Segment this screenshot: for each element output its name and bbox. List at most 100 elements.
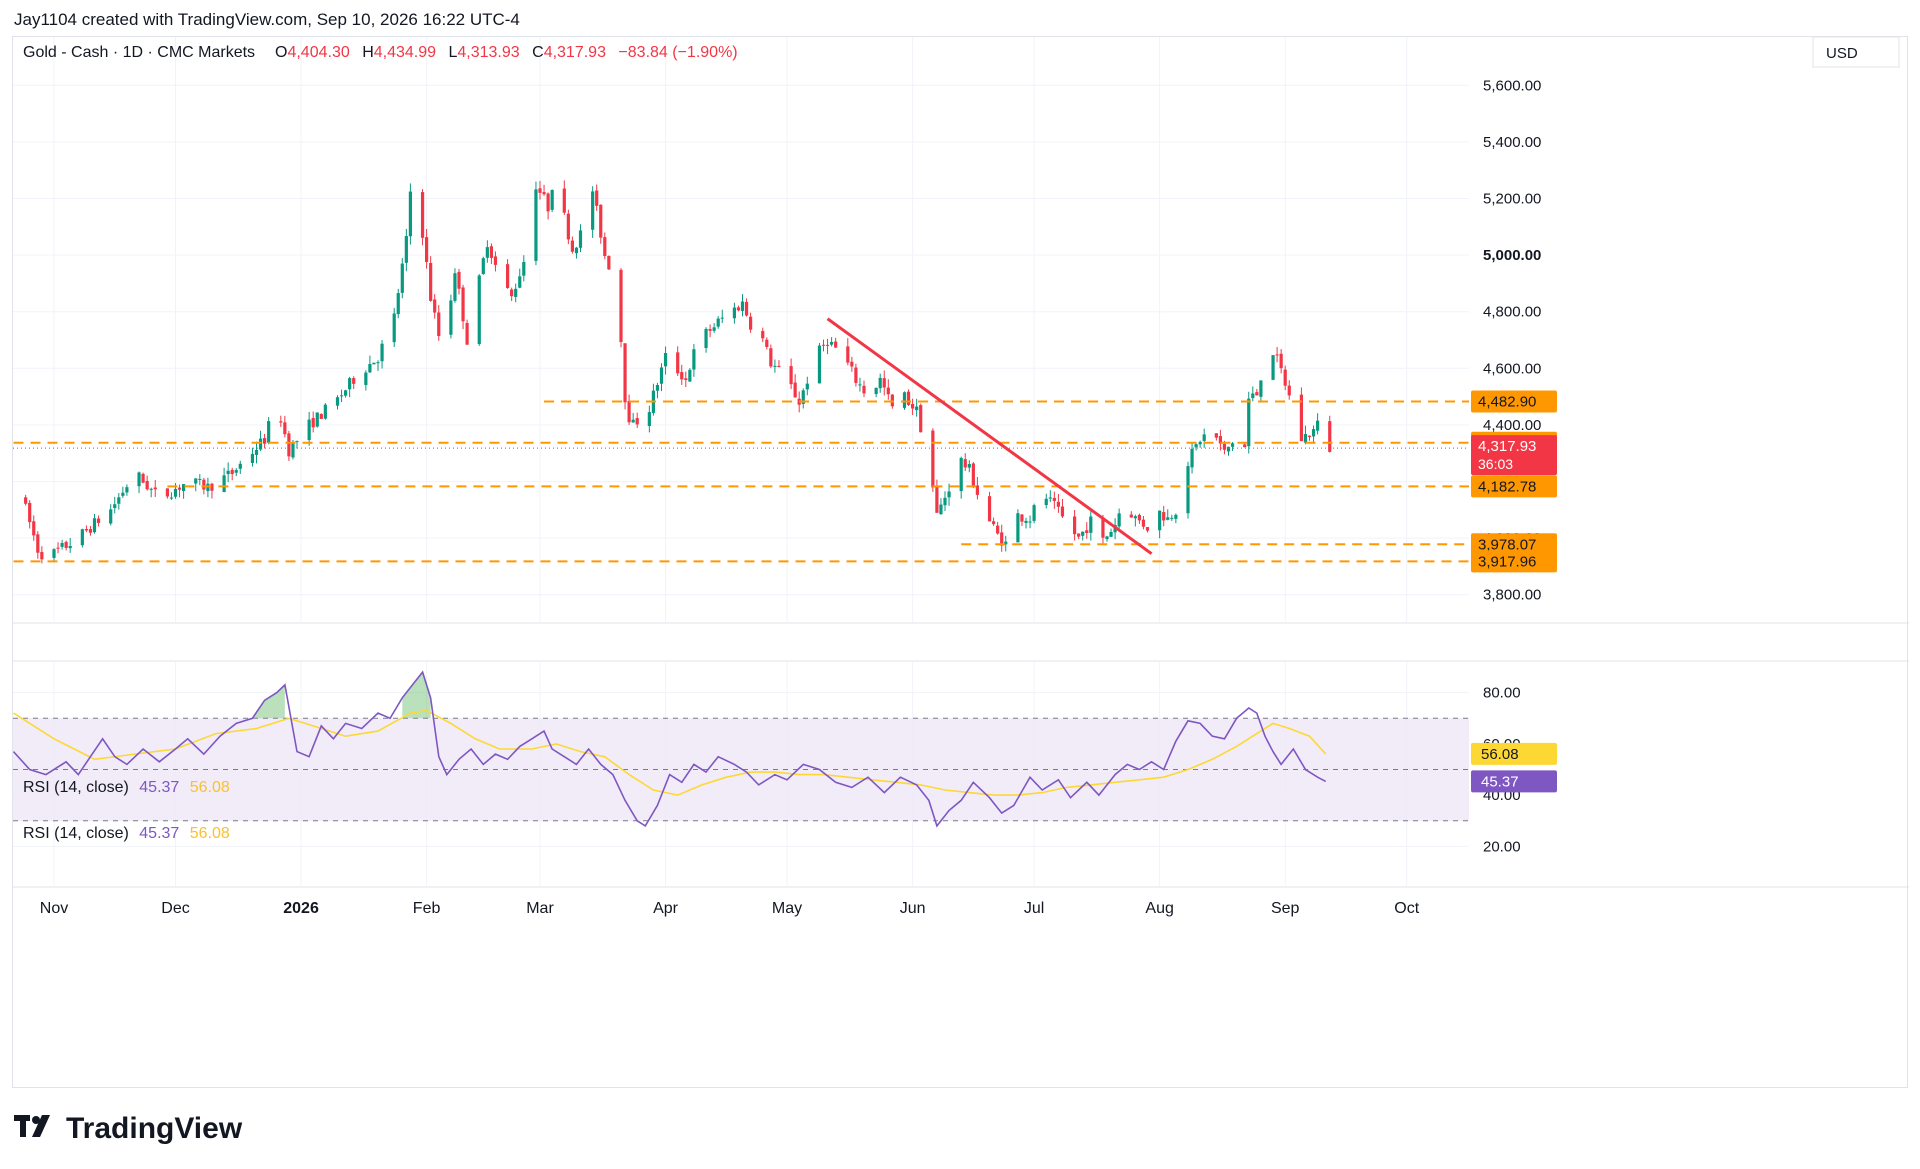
chart-canvas[interactable]: 3,800.004,000.004,200.004,400.004,600.00… <box>12 36 1909 1089</box>
candle-body <box>1004 541 1008 545</box>
candle-body <box>911 403 915 409</box>
currency-button[interactable]: USD <box>1826 45 1858 62</box>
candle-body <box>307 419 311 440</box>
candle-body <box>1226 446 1231 452</box>
candle-body <box>1044 498 1048 506</box>
countdown-label: 36:03 <box>1478 456 1513 472</box>
tradingview-logo[interactable]: TradingView <box>14 1112 242 1146</box>
rsi-tick-label: 20.00 <box>1483 838 1521 855</box>
price-tick-label: 4,400.00 <box>1483 417 1541 434</box>
candle-body <box>793 382 797 398</box>
time-tick-label: Apr <box>653 900 679 917</box>
price-tick-label: 3,800.00 <box>1483 587 1541 604</box>
candle-body <box>720 317 724 319</box>
price-pane <box>13 180 1469 564</box>
candle-body <box>24 497 28 504</box>
candle-body <box>931 430 935 488</box>
candle-body <box>28 502 32 523</box>
time-tick-label: 2026 <box>283 900 319 917</box>
candle-body <box>117 497 121 504</box>
candle-body <box>967 464 971 468</box>
candle-body <box>947 491 951 498</box>
candle-body <box>291 442 295 458</box>
candle-body <box>578 230 583 248</box>
candle-body <box>607 255 611 270</box>
candle-body <box>311 418 315 428</box>
candle-body <box>295 441 299 443</box>
candle-body <box>344 390 348 396</box>
candle-body <box>858 384 862 386</box>
candle-body <box>518 276 522 288</box>
candle-body <box>84 528 88 531</box>
candle-body <box>149 488 153 490</box>
candle-body <box>534 189 538 261</box>
currency-button-box[interactable] <box>1812 36 1900 68</box>
rsi-legend-top: RSI (14, close) 45.37 56.08 <box>23 779 230 796</box>
candle-body <box>963 459 967 468</box>
candle-body <box>238 463 242 469</box>
candle-body <box>603 237 607 256</box>
candle-body <box>1056 501 1060 507</box>
candle-body <box>457 271 461 289</box>
level-label: 4,482.90 <box>1478 393 1536 410</box>
rsi-legend-ma: 56.08 <box>190 779 230 796</box>
candle-body <box>915 406 919 411</box>
candle-body <box>1085 530 1089 534</box>
candle-body <box>1303 434 1308 443</box>
candle-body <box>1186 466 1190 514</box>
rsi-legend-label: RSI (14, close) <box>23 779 129 796</box>
open-value: 4,404.30 <box>287 44 349 61</box>
candle-body <box>121 492 125 496</box>
candle-body <box>1307 435 1312 438</box>
candle-body <box>854 367 858 383</box>
candle-body <box>510 289 514 297</box>
candle-body <box>1328 421 1332 452</box>
time-tick-label: Jun <box>900 900 926 917</box>
candle-body <box>1218 436 1222 444</box>
ohlc-readout: O4,404.30 H4,434.99 L4,313.93 C4,317.93 … <box>275 44 738 61</box>
candle-body <box>165 488 169 497</box>
candle-body <box>68 545 72 549</box>
candle-body <box>177 487 182 490</box>
candle-body <box>1166 517 1170 520</box>
candle-body <box>1016 513 1020 543</box>
candle-body <box>1024 520 1028 523</box>
candle-body <box>1145 527 1150 531</box>
level-tag <box>1471 533 1557 556</box>
rsi-legend-value: 45.37 <box>139 779 179 796</box>
candle-body <box>182 484 186 492</box>
candle-body <box>465 323 469 345</box>
candle-body <box>283 422 287 435</box>
candle-body <box>96 518 101 523</box>
candle-body <box>570 240 574 252</box>
candle-body <box>113 504 117 509</box>
candle-body <box>368 364 372 373</box>
rsi-tag-label: 45.37 <box>1481 773 1519 790</box>
candle-body <box>1287 385 1291 396</box>
candle-body <box>1190 448 1194 468</box>
candle-body <box>619 269 623 342</box>
candle-body <box>655 385 660 391</box>
candle-body <box>716 318 720 327</box>
candle-body <box>481 258 485 274</box>
candle-body <box>408 191 412 237</box>
candle-body <box>1117 513 1121 527</box>
candle-body <box>335 397 340 406</box>
level-label: 3,978.07 <box>1478 536 1536 553</box>
candle-body <box>437 312 441 337</box>
candle-body <box>198 478 202 480</box>
candle-body <box>250 453 255 463</box>
candle-body <box>433 299 437 313</box>
candle-body <box>1089 516 1093 533</box>
candle-body <box>153 487 157 490</box>
candle-body <box>396 293 400 315</box>
chart-header: Jay1104 created with TradingView.com, Se… <box>14 10 520 29</box>
candle-body <box>688 369 692 382</box>
candle-body <box>890 394 894 407</box>
rsi-tick-label: 80.00 <box>1483 685 1521 702</box>
candle-body <box>825 344 830 346</box>
candle-body <box>56 547 60 549</box>
candle-body <box>352 378 356 384</box>
candle-body <box>1271 355 1275 380</box>
price-tick-label: 5,000.00 <box>1483 247 1541 264</box>
